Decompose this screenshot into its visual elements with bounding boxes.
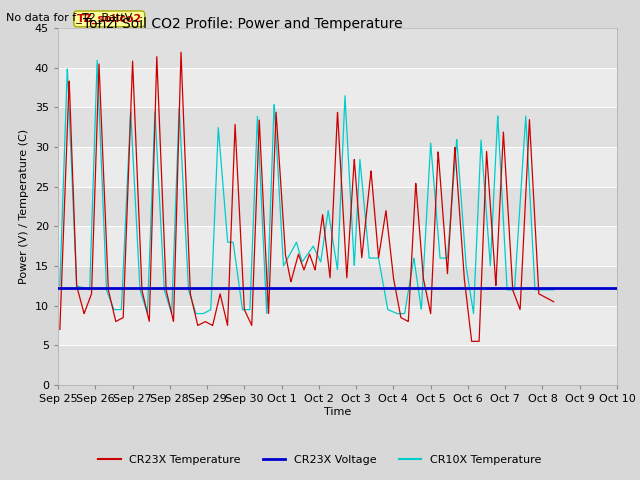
- Bar: [58, 266, 617, 306]
- Legend: CR23X Temperature, CR23X Voltage, CR10X Temperature: CR23X Temperature, CR23X Voltage, CR10X …: [94, 451, 546, 469]
- Bar: [58, 345, 617, 385]
- Bar: [58, 147, 617, 187]
- Bar: [58, 108, 617, 147]
- Bar: [58, 306, 617, 345]
- Bar: [58, 68, 617, 108]
- Text: TZ_soilco2: TZ_soilco2: [77, 14, 142, 24]
- Y-axis label: Power (V) / Temperature (C): Power (V) / Temperature (C): [19, 129, 29, 284]
- Bar: [58, 28, 617, 68]
- Text: Tonzi Soil CO2 Profile: Power and Temperature: Tonzi Soil CO2 Profile: Power and Temper…: [83, 17, 403, 31]
- Bar: [58, 227, 617, 266]
- X-axis label: Time: Time: [324, 407, 351, 417]
- Text: No data for f_T2_BattV: No data for f_T2_BattV: [6, 12, 132, 23]
- Bar: [58, 187, 617, 227]
